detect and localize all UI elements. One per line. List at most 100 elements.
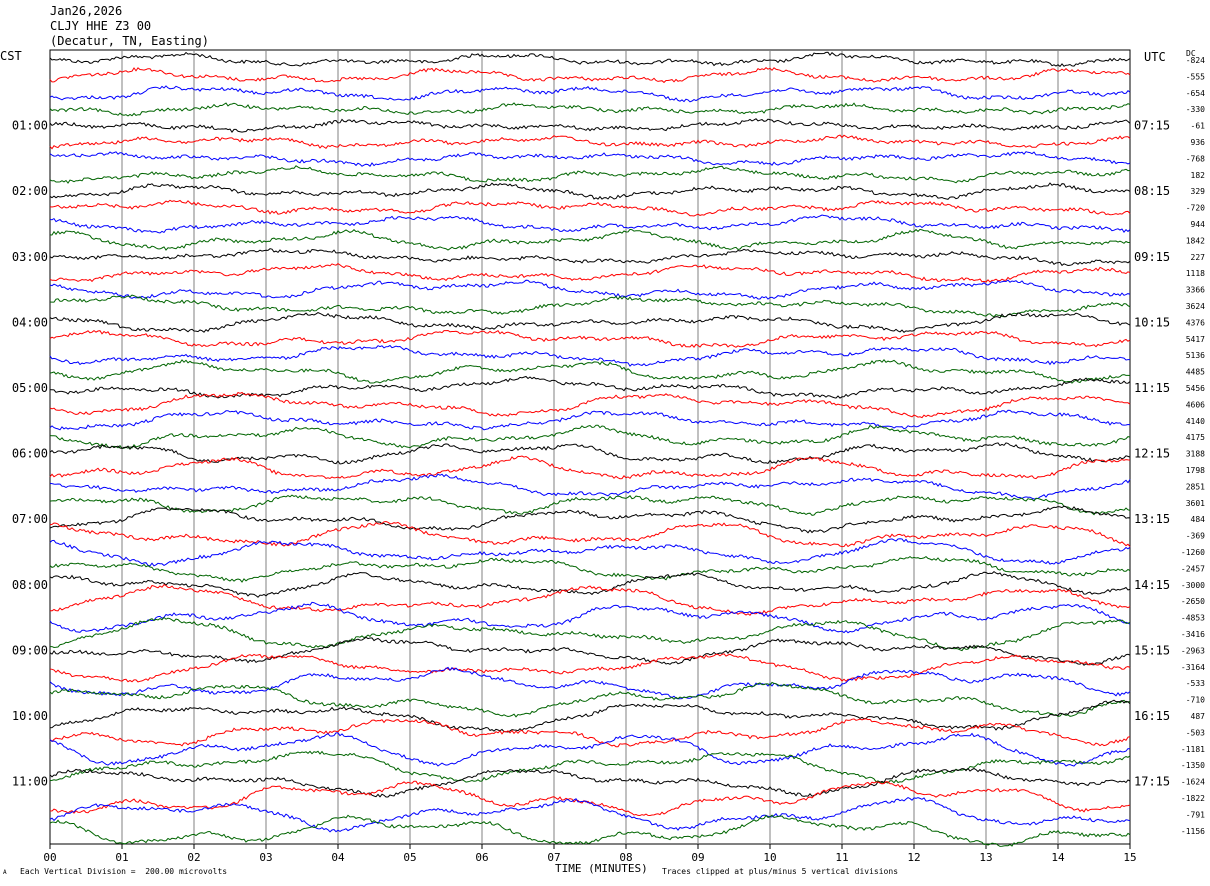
corner-mark: A xyxy=(3,869,7,876)
dc-offset-label: -720 xyxy=(1186,204,1205,213)
trace-line-2 xyxy=(49,85,1131,103)
header-location: (Decatur, TN, Easting) xyxy=(50,34,209,48)
trace-line-6 xyxy=(49,151,1131,167)
dc-offset-label: -710 xyxy=(1186,696,1205,705)
dc-offset-label: -2963 xyxy=(1181,646,1205,655)
x-tick-label: 02 xyxy=(187,851,200,864)
right-time-label: 16:15 xyxy=(1134,709,1170,723)
x-tick-label: 10 xyxy=(763,851,776,864)
dc-offset-label: -1350 xyxy=(1181,761,1205,770)
trace-line-25 xyxy=(49,455,1131,480)
dc-offset-label: 182 xyxy=(1191,171,1206,180)
dc-offset-label: -3416 xyxy=(1181,630,1205,639)
x-tick-label: 05 xyxy=(403,851,416,864)
scale-note: Each Vertical Division = 200.00 microvol… xyxy=(20,867,228,876)
dc-offset-label: 1798 xyxy=(1186,466,1205,475)
dc-offset-label: 4175 xyxy=(1186,433,1205,442)
right-time-label: 08:15 xyxy=(1134,184,1170,198)
trace-line-19 xyxy=(49,359,1131,384)
dc-offset-label: -330 xyxy=(1186,105,1205,114)
trace-line-31 xyxy=(49,555,1131,583)
left-time-label: 04:00 xyxy=(12,315,48,329)
dc-offset-label: 487 xyxy=(1191,712,1206,721)
dc-offset-label: -768 xyxy=(1186,154,1205,163)
dc-offset-label: 484 xyxy=(1191,515,1206,524)
trace-line-37 xyxy=(49,653,1131,683)
trace-line-15 xyxy=(49,294,1131,318)
dc-offset-label: -533 xyxy=(1186,679,1205,688)
left-time-label: 11:00 xyxy=(12,775,48,789)
x-tick-label: 04 xyxy=(331,851,345,864)
trace-line-27 xyxy=(49,494,1131,516)
trace-line-7 xyxy=(49,165,1131,184)
trace-line-16 xyxy=(49,312,1131,333)
trace-line-10 xyxy=(49,214,1131,234)
x-tick-label: 12 xyxy=(907,851,920,864)
dc-offset-label: 1118 xyxy=(1186,269,1205,278)
dc-offset-label: -3164 xyxy=(1181,663,1205,672)
dc-offset-label: 4606 xyxy=(1186,400,1205,409)
trace-line-5 xyxy=(49,134,1131,150)
left-time-label: 02:00 xyxy=(12,184,48,198)
right-time-label: 09:15 xyxy=(1134,250,1170,264)
dc-offset-label: 3624 xyxy=(1186,302,1205,311)
right-time-label: 07:15 xyxy=(1134,119,1170,133)
right-time-label: 13:15 xyxy=(1134,512,1170,526)
dc-offset-label: 1842 xyxy=(1186,236,1205,245)
left-time-label: 05:00 xyxy=(12,381,48,395)
x-tick-label: 03 xyxy=(259,851,272,864)
right-time-label: 17:15 xyxy=(1134,775,1170,789)
x-tick-label: 13 xyxy=(979,851,992,864)
trace-line-29 xyxy=(49,520,1131,548)
dc-offset-label: -2650 xyxy=(1181,597,1205,606)
x-tick-label: 07 xyxy=(547,851,560,864)
trace-line-42 xyxy=(49,732,1131,767)
dc-offset-label: 3188 xyxy=(1186,450,1205,459)
dc-offset-label: 3366 xyxy=(1186,286,1205,295)
dc-offset-label: -4853 xyxy=(1181,614,1205,623)
right-time-label: 12:15 xyxy=(1134,447,1170,461)
dc-offset-label: -791 xyxy=(1186,810,1205,819)
x-tick-label: 08 xyxy=(619,851,632,864)
dc-offset-label: 944 xyxy=(1191,220,1206,229)
dc-header: DC xyxy=(1186,49,1196,58)
x-tick-label: 01 xyxy=(115,851,128,864)
x-tick-label: 11 xyxy=(835,851,848,864)
left-time-label: 01:00 xyxy=(12,119,48,133)
header-station: CLJY HHE Z3 00 xyxy=(50,19,152,33)
right-time-label: 14:15 xyxy=(1134,578,1170,592)
left-time-label: 06:00 xyxy=(12,447,48,461)
dc-offset-label: -1181 xyxy=(1181,745,1205,754)
clip-note: Traces clipped at plus/minus 5 vertical … xyxy=(662,867,899,876)
trace-line-23 xyxy=(49,424,1131,449)
trace-line-13 xyxy=(49,262,1131,283)
trace-line-39 xyxy=(49,681,1131,718)
trace-line-1 xyxy=(49,67,1131,84)
dc-offset-label: -824 xyxy=(1186,56,1205,65)
x-tick-label: 09 xyxy=(691,851,704,864)
dc-offset-label: 329 xyxy=(1191,187,1206,196)
dc-offset-label: 227 xyxy=(1191,253,1206,262)
trace-line-28 xyxy=(49,505,1131,534)
left-time-label: 10:00 xyxy=(12,709,48,723)
right-time-label: 15:15 xyxy=(1134,643,1170,657)
trace-line-35 xyxy=(50,616,1131,652)
dc-offset-label: -1156 xyxy=(1181,827,1205,836)
dc-offset-label: -555 xyxy=(1186,72,1205,81)
dc-offset-label: -369 xyxy=(1186,532,1205,541)
plot-frame xyxy=(49,49,1131,845)
trace-line-18 xyxy=(49,344,1130,367)
trace-line-30 xyxy=(49,538,1131,567)
header-date: Jan26,2026 xyxy=(50,4,123,18)
trace-line-4 xyxy=(49,118,1131,133)
left-zone-label: CST xyxy=(0,49,22,63)
trace-line-34 xyxy=(49,601,1131,634)
right-time-label: 11:15 xyxy=(1134,381,1170,395)
trace-line-8 xyxy=(49,182,1131,200)
trace-line-36 xyxy=(49,636,1131,666)
left-time-label: 07:00 xyxy=(12,512,48,526)
dc-offset-label: -3000 xyxy=(1181,581,1205,590)
dc-offset-label: 5417 xyxy=(1186,335,1205,344)
x-tick-label: 00 xyxy=(43,851,56,864)
